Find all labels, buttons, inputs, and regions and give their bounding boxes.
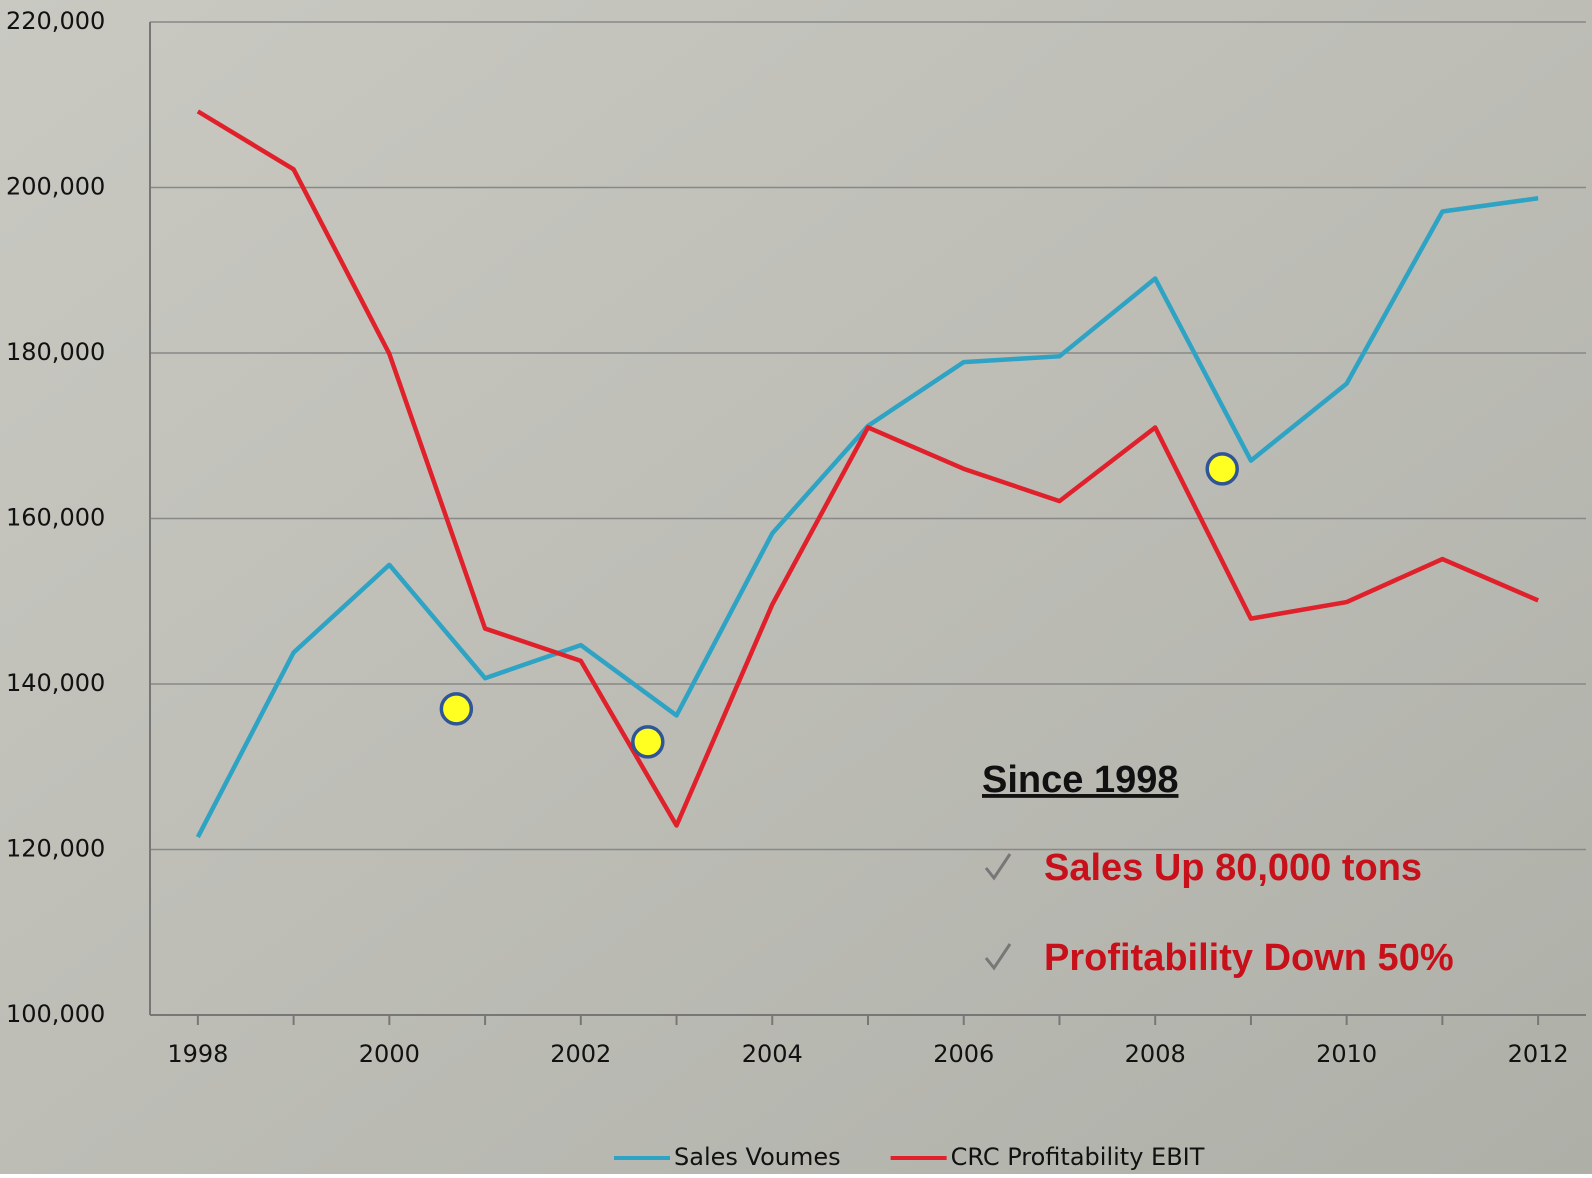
highlight-marker: [439, 692, 474, 726]
series-line: [196, 109, 1540, 828]
annotation: Profitability Down 50%: [1044, 937, 1454, 979]
x-tick-label: 2008: [1125, 1040, 1186, 1068]
x-tick-label: 2004: [742, 1040, 803, 1068]
y-tick-label: 100,000: [6, 1000, 105, 1028]
highlight-marker: [631, 725, 665, 759]
y-tick-label: 180,000: [6, 338, 105, 366]
check-icon: [984, 853, 1012, 881]
annotation: Sales Up 80,000 tons: [1044, 847, 1422, 889]
check-icon: [984, 943, 1012, 971]
plot-area: 100,000 120,000 140,000 160,000 180,000 200,0…: [6, 7, 1586, 1171]
y-tick-label: 140,000: [6, 669, 105, 697]
x-tick-label: 2002: [550, 1040, 611, 1068]
y-tick-label: 160,000: [6, 504, 105, 532]
x-tick-label: 1998: [167, 1040, 228, 1068]
y-tick-label: 200,000: [6, 173, 105, 201]
legend-label: CRC Profitability EBIT: [951, 1143, 1205, 1171]
x-tick-label: 2000: [359, 1040, 420, 1068]
y-tick-label: 120,000: [6, 835, 105, 863]
x-tick-label: 2006: [933, 1040, 994, 1068]
x-tick-label: 2012: [1508, 1040, 1569, 1068]
annotation-heading: Since 1998: [982, 759, 1178, 801]
x-tick-label: 2010: [1316, 1040, 1377, 1068]
highlight-marker: [1205, 452, 1239, 486]
legend-label: Sales Voumes: [674, 1143, 841, 1171]
y-tick-label: 220,000: [6, 7, 105, 35]
